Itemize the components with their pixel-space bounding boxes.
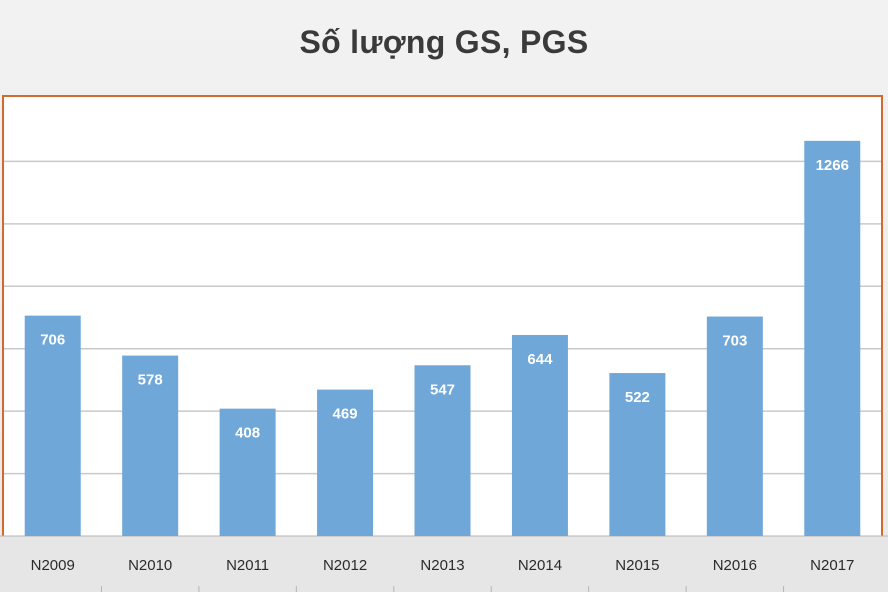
bar-n2009 <box>24 315 81 536</box>
data-label: 578 <box>138 372 163 389</box>
x-tick-label: N2012 <box>323 557 367 574</box>
x-tick-label: N2010 <box>128 557 172 574</box>
bar-n2017 <box>804 140 861 536</box>
data-label: 522 <box>625 389 650 406</box>
bar-n2013 <box>414 365 471 536</box>
x-tick-label: N2009 <box>31 557 75 574</box>
bar-n2016 <box>706 316 763 536</box>
x-tick-label: N2015 <box>615 557 659 574</box>
data-label: 644 <box>527 351 553 368</box>
bar-n2010 <box>122 355 179 536</box>
data-label: 469 <box>333 406 358 423</box>
data-label: 408 <box>235 425 260 442</box>
data-label: 706 <box>40 332 65 349</box>
x-tick-label: N2016 <box>713 557 757 574</box>
x-axis-band <box>0 536 888 592</box>
bar-n2011 <box>219 408 276 536</box>
data-label: 1266 <box>816 157 849 174</box>
chart-title: Số lượng GS, PGS <box>299 24 589 60</box>
bar-n2012 <box>317 389 374 536</box>
x-tick-label: N2013 <box>420 557 464 574</box>
data-label: 547 <box>430 381 455 398</box>
x-tick-label: N2011 <box>226 557 269 574</box>
bar-n2015 <box>609 373 666 536</box>
x-tick-label: N2017 <box>810 557 854 574</box>
x-tick-label: N2014 <box>518 557 562 574</box>
bar-n2014 <box>511 334 568 536</box>
data-label: 703 <box>722 333 747 350</box>
